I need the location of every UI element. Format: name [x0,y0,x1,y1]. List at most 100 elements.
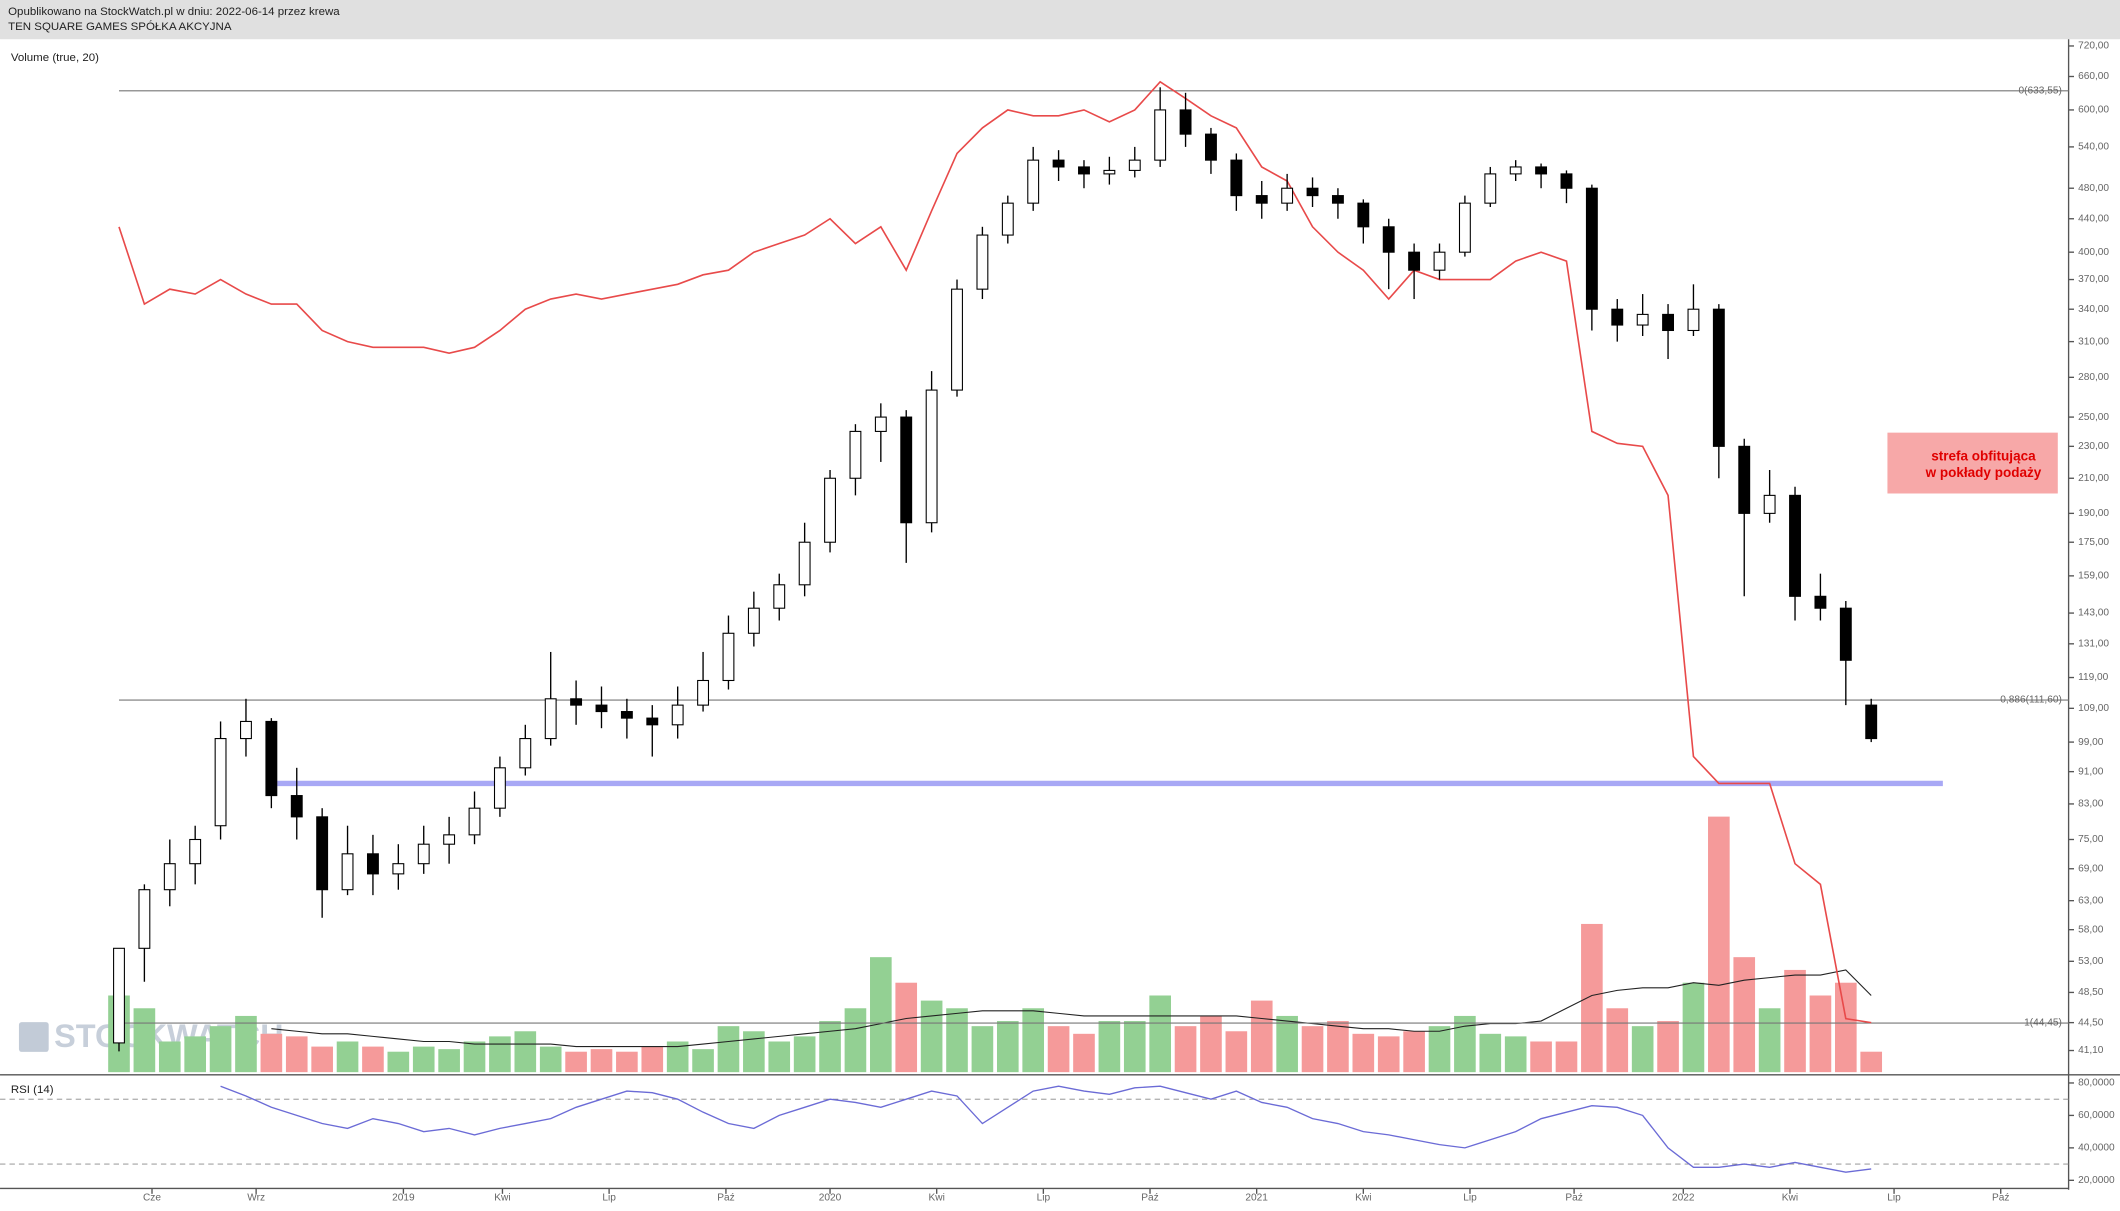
x-tick-label: 2019 [392,1193,415,1204]
y-tick-label: 720,00 [2078,41,2109,52]
candle-body [1103,169,1116,175]
candle-body [620,711,633,719]
y-tick-label: 340,00 [2078,304,2109,315]
x-tick-label: Kwi [1355,1193,1371,1204]
volume-bar [412,1046,435,1073]
volume-bar [463,1041,486,1073]
volume-bar [1301,1026,1324,1073]
volume-bar [1657,1021,1679,1073]
candle-body [1814,595,1827,609]
volume-bar [1733,957,1756,1073]
volume-bar [717,1026,740,1073]
annotation: strefa obfitująca [1931,449,2036,464]
volume-bar [1225,1031,1248,1073]
candle-body [976,234,989,290]
x-tick-label: Paź [1141,1193,1158,1204]
y-tick-label: 190,00 [2078,508,2109,519]
volume-bar [1149,995,1171,1073]
candle-body [1255,195,1268,204]
candle-body [1560,173,1573,189]
candle-body [1839,607,1852,661]
pane-title: Volume (true, 20) [11,52,99,64]
candle-body [290,795,303,818]
y-tick-label: 40,0000 [2078,1143,2115,1154]
volume-bar [1200,1015,1222,1073]
volume-bar [590,1049,613,1073]
volume-bar [158,1041,181,1073]
candle-body [722,632,735,682]
candle-body [1179,109,1192,135]
candle-body [265,720,278,797]
y-tick-label: 600,00 [2078,105,2109,116]
candle-body [1433,251,1446,271]
y-tick-label: 131,00 [2078,638,2109,649]
candle-body [1712,308,1725,447]
volume-bar [895,982,918,1073]
volume-bar [819,1021,841,1073]
y-tick-label: 250,00 [2078,412,2109,423]
y-tick-label: 119,00 [2078,672,2109,683]
candle-body [240,720,252,740]
candle-body [1687,308,1700,332]
y-tick-label: 210,00 [2078,473,2109,484]
volume-bar [362,1046,384,1073]
candle-body [951,288,963,391]
candle-body [189,838,202,865]
volume-bar [743,1031,765,1073]
volume-bar [870,957,892,1073]
candle-body [595,704,608,713]
candle-body [1636,313,1649,326]
y-tick-label: 400,00 [2078,247,2109,258]
volume-bar [666,1041,689,1073]
volume-bar [311,1046,333,1073]
candle-body [1331,195,1344,204]
candle-body [570,698,583,706]
candle-body [113,947,125,1044]
volume-bar [768,1041,791,1073]
candle-body [1357,202,1370,228]
y-tick-label: 60,0000 [2078,1110,2115,1121]
candle-body [773,584,786,609]
y-tick-label: 20,0000 [2078,1175,2115,1186]
x-tick-label: Wrz [247,1193,265,1204]
header-line: TEN SQUARE GAMES SPÓŁKA AKCYJNA [8,20,232,33]
candle-body [1763,494,1776,514]
header-line: Opublikowano na StockWatch.pl w dniu: 20… [8,6,340,18]
candle-body [366,853,379,875]
candle-body [443,834,456,845]
volume-bar [1327,1021,1349,1073]
volume-bar [209,1026,232,1073]
y-tick-label: 310,00 [2078,336,2109,347]
y-tick-label: 159,00 [2078,571,2109,582]
volume-bar [235,1015,257,1073]
candle-body [1585,187,1598,310]
volume-bar [387,1051,410,1073]
candle-body [341,853,354,891]
y-tick-label: 69,00 [2078,863,2104,874]
volume-bar [133,1008,156,1073]
candle-body [1281,187,1294,204]
candle-body [798,541,811,586]
volume-bar [844,1008,867,1073]
candle-body [747,607,760,634]
y-tick-label: 63,00 [2078,895,2104,906]
y-tick-label: 48,50 [2078,987,2104,998]
y-tick-label: 44,50 [2078,1017,2104,1028]
volume-bar [1098,1021,1121,1073]
y-tick-label: 540,00 [2078,142,2109,153]
volume-bar [1377,1036,1400,1073]
volume-bar [1479,1033,1502,1073]
volume-bar [1047,1026,1070,1073]
candle-body [138,889,151,949]
candle-body [544,698,557,740]
candle-body [1865,704,1878,740]
candle-body [1509,166,1522,175]
candle-body [671,704,684,726]
level-label: 0,886(111,60) [2000,695,2062,706]
volume-bar [438,1049,460,1073]
volume-bar [1581,923,1603,1073]
y-tick-label: 99,00 [2078,737,2104,748]
volume-bar [1428,1026,1451,1073]
candle-body [1484,173,1497,204]
pane-title: RSI (14) [11,1084,54,1096]
